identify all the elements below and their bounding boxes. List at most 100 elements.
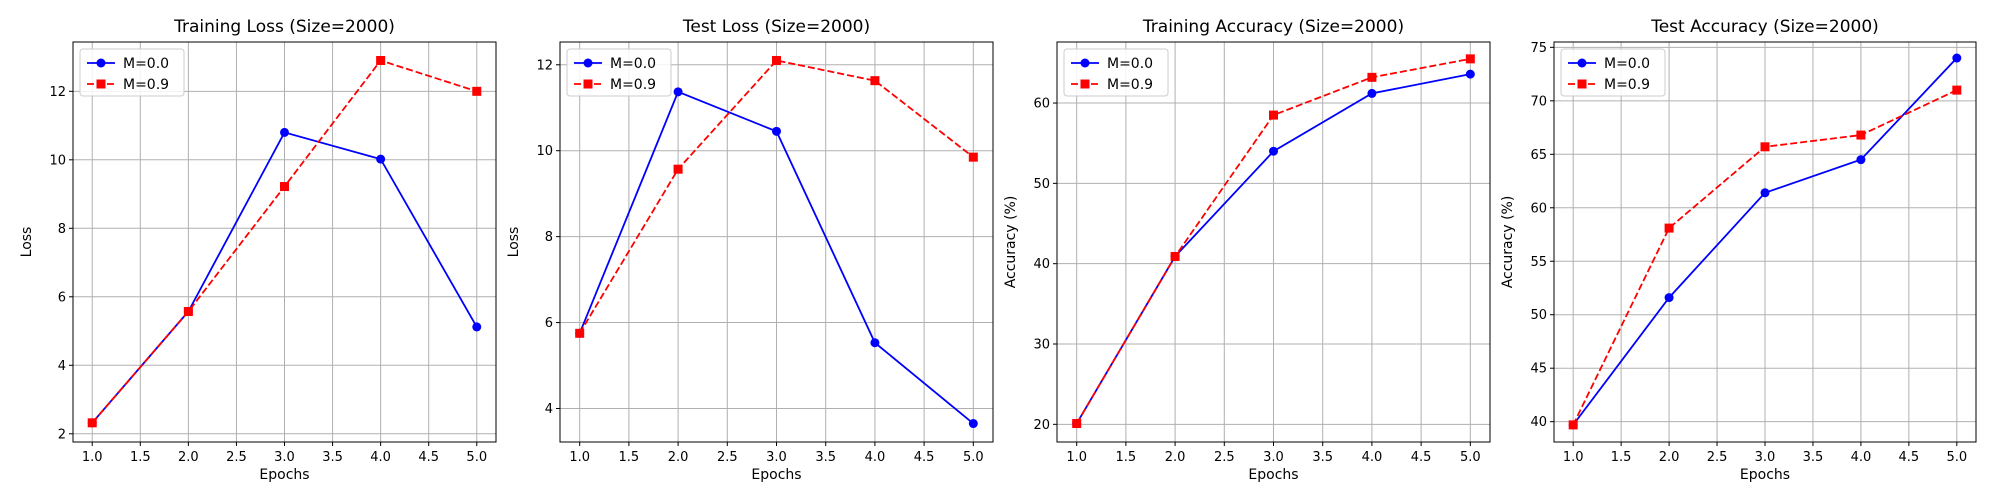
chart-panel-1: 1.0 1.5 2.0 2.5 3.0 3.5 4.0 4.5 5.0 2 4 6 8 10 12 Train…: [19, 17, 497, 483]
data-point: [673, 164, 683, 174]
data-point: [1664, 223, 1674, 233]
x-axis-label: Epochs: [1740, 467, 1790, 483]
y-axis-label: Loss: [506, 227, 522, 258]
x-tick-label: 3.5: [1312, 450, 1333, 465]
data-point: [968, 152, 978, 162]
data-point: [1856, 155, 1866, 165]
data-point: [1952, 53, 1962, 63]
legend-label: M=0.9: [1107, 77, 1153, 93]
y-axis-label: Accuracy (%): [1500, 196, 1516, 289]
x-tick-label: 2.0: [1659, 450, 1680, 465]
data-point: [1367, 88, 1377, 98]
data-point: [87, 418, 97, 428]
x-tick-label: 5.0: [1946, 450, 1967, 465]
y-tick-label: 40: [1033, 257, 1050, 272]
x-tick-label: 1.5: [1116, 450, 1137, 465]
x-tick-label: 1.0: [569, 450, 590, 465]
data-point: [772, 126, 781, 136]
data-point: [968, 419, 978, 429]
data-point: [1170, 251, 1180, 261]
x-tick-label: 2.0: [1165, 450, 1186, 465]
data-point: [280, 182, 289, 192]
y-tick-label: 12: [49, 85, 66, 100]
x-tick-label: 2.5: [1707, 450, 1728, 465]
legend-marker: [1577, 58, 1587, 68]
x-tick-label: 3.0: [1263, 450, 1284, 465]
x-tick-label: 4.0: [1851, 450, 1872, 465]
data-point: [1269, 110, 1278, 120]
x-axis-label: Epochs: [751, 467, 801, 483]
y-tick-label: 8: [58, 222, 66, 237]
y-tick-label: 45: [1530, 362, 1547, 377]
data-point: [1760, 142, 1770, 152]
legend: M=0.0 M=0.9: [79, 48, 185, 97]
x-tick-label: 1.0: [1066, 450, 1087, 465]
legend-marker: [1577, 79, 1587, 89]
x-tick-label: 3.5: [815, 450, 836, 465]
x-tick-label: 3.5: [1803, 450, 1824, 465]
legend: M=0.0 M=0.9: [566, 48, 672, 97]
data-point: [772, 55, 781, 65]
x-axis-label: Epochs: [1248, 467, 1298, 483]
x-tick-label: 2.0: [178, 450, 199, 465]
y-tick-label: 4: [58, 359, 66, 374]
data-point: [1952, 85, 1962, 95]
x-tick-label: 4.5: [914, 450, 935, 465]
y-tick-label: 60: [1033, 97, 1050, 112]
data-point: [1367, 72, 1377, 82]
chart-panel-3: 1.0 1.5 2.0 2.5 3.0 3.5 4.0 4.5 5.0 20 30 40 50 60 Tra…: [1003, 17, 1491, 483]
y-tick-label: 40: [1530, 415, 1547, 430]
legend: M=0.0 M=0.9: [1560, 48, 1666, 97]
x-tick-label: 3.0: [1755, 450, 1776, 465]
data-point: [673, 87, 683, 97]
legend-box: [566, 48, 672, 97]
legend-label: M=0.9: [610, 77, 656, 93]
legend-marker: [583, 79, 593, 89]
chart-title: Training Accuracy (Size=2000): [1142, 17, 1404, 37]
data-point: [1465, 69, 1475, 79]
x-tick-label: 2.5: [226, 450, 247, 465]
y-tick-label: 20: [1033, 418, 1050, 433]
legend-box: [79, 48, 185, 97]
data-point: [1072, 419, 1082, 429]
y-tick-label: 6: [545, 316, 553, 331]
x-tick-label: 3.0: [274, 450, 295, 465]
data-point: [1760, 188, 1770, 198]
x-tick-label: 4.5: [1899, 450, 1920, 465]
y-tick-label: 6: [58, 290, 66, 305]
y-tick-label: 10: [49, 153, 66, 168]
data-point: [472, 322, 482, 332]
legend-entry: M=0.9: [1568, 77, 1650, 93]
series-line: [578, 59, 974, 334]
x-tick-label: 3.0: [766, 450, 787, 465]
x-tick-label: 4.0: [1362, 450, 1383, 465]
x-tick-label: 5.0: [466, 450, 487, 465]
x-tick-label: 2.0: [668, 450, 689, 465]
y-tick-label: 8: [545, 230, 553, 245]
x-tick-label: 1.5: [619, 450, 640, 465]
data-point: [870, 76, 880, 86]
data-point: [472, 86, 482, 96]
x-tick-label: 3.5: [322, 450, 343, 465]
x-tick-label: 5.0: [963, 450, 984, 465]
legend-label: M=0.0: [123, 56, 169, 72]
data-point: [1269, 146, 1278, 156]
y-axis-label: Accuracy (%): [1003, 196, 1019, 289]
x-tick-label: 4.0: [865, 450, 886, 465]
chart-panel-2: 1.0 1.5 2.0 2.5 3.0 3.5 4.0 4.5 5.0 4 6 8 10 12 Test L…: [506, 17, 994, 483]
x-tick-label: 1.0: [1563, 450, 1584, 465]
data-point: [376, 154, 386, 164]
legend-label: M=0.0: [1107, 56, 1153, 72]
x-tick-label: 4.0: [370, 450, 391, 465]
data-point: [1568, 420, 1578, 430]
grid: [73, 42, 496, 442]
x-tick-label: 2.5: [1214, 450, 1235, 465]
chart-title: Test Loss (Size=2000): [682, 17, 870, 37]
legend-entry: M=0.9: [574, 77, 656, 93]
y-tick-label: 2: [58, 427, 66, 442]
legend-entry: M=0.9: [87, 77, 169, 93]
legend-marker: [1080, 58, 1090, 68]
legend-entry: M=0.0: [1568, 56, 1650, 72]
legend-marker: [96, 79, 106, 89]
